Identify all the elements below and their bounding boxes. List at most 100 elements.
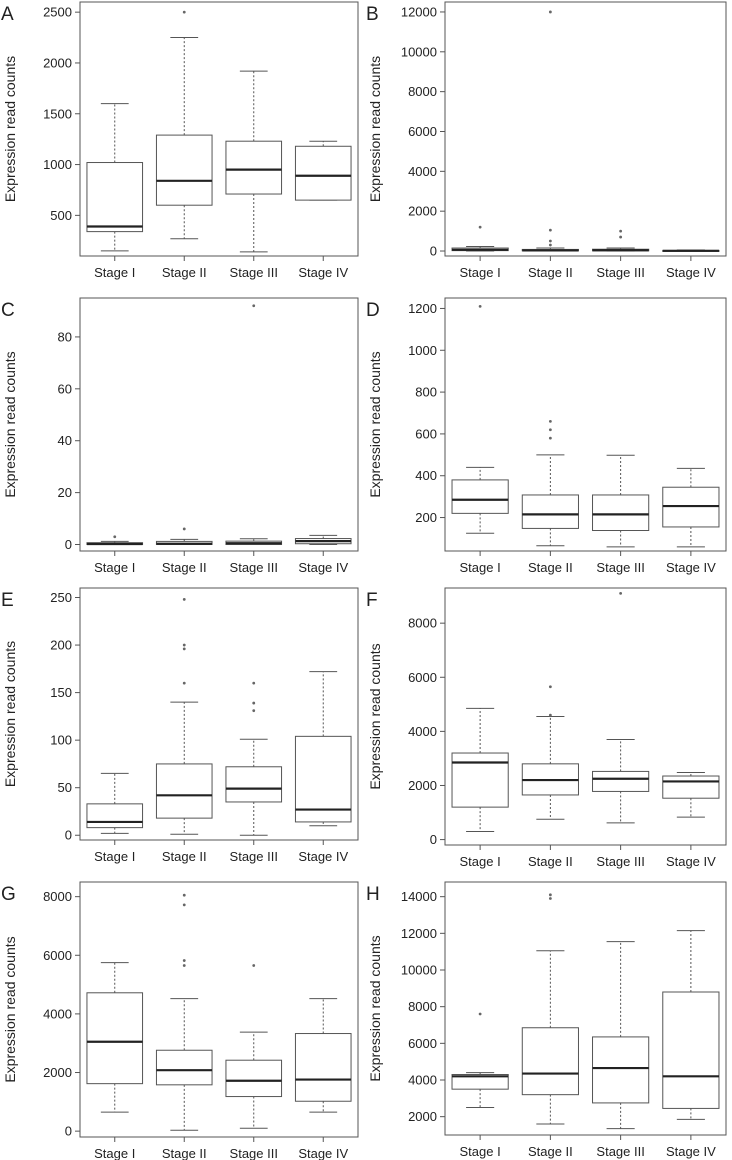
x-tick-label: Stage IV (298, 560, 348, 575)
plot-frame (444, 297, 727, 552)
y-tick-label: 0 (65, 828, 72, 843)
chart-panel-c: C Expression read counts 0 20 40 60 80 Stage I S… (1, 297, 359, 575)
iqr-box (225, 766, 283, 803)
y-tick-label: 40 (58, 433, 72, 448)
iqr-box (225, 1059, 283, 1098)
outlier-point (182, 893, 186, 897)
y-tick-label: 250 (50, 590, 72, 605)
y-tick-label: 6000 (408, 670, 437, 685)
outlier-point (619, 592, 623, 595)
x-tick-label: Stage III (596, 854, 644, 869)
outlier-point (619, 235, 623, 239)
y-axis-label: Expression read counts (2, 56, 18, 202)
x-tick-label: Stage III (596, 265, 644, 280)
plot-frame (444, 587, 727, 846)
outlier-point (548, 243, 552, 247)
outlier-point (252, 681, 256, 685)
iqr-box (592, 1036, 650, 1104)
iqr-box (662, 775, 720, 799)
box-2 (521, 419, 579, 547)
box-2 (155, 893, 213, 1131)
chart-panel-e: E Expression read counts 0 50 100 150 200 250 St… (1, 587, 359, 864)
iqr-box (294, 735, 352, 823)
y-tick-label: 60 (58, 381, 72, 396)
y-tick-label: 800 (415, 385, 437, 400)
panel-letter: B (366, 4, 379, 25)
x-tick-label: Stage IV (666, 265, 716, 280)
box-2 (521, 10, 579, 252)
y-tick-label: 14000 (401, 889, 437, 904)
outlier-point (252, 709, 256, 713)
outlier-point (548, 897, 552, 900)
outlier-point (548, 436, 552, 440)
iqr-box (451, 479, 509, 514)
y-tick-label: 2500 (43, 5, 72, 20)
y-tick-label: 6000 (408, 124, 437, 139)
y-tick-label: 12000 (401, 4, 437, 19)
x-tick-label: Stage II (528, 560, 573, 575)
outlier-point (113, 535, 117, 539)
box-2 (521, 685, 579, 820)
panel-letter: C (1, 300, 15, 321)
box-1 (451, 1012, 509, 1108)
outlier-point (182, 681, 186, 685)
box-4 (662, 249, 720, 252)
outlier-point (478, 304, 482, 308)
plot-frame (79, 881, 359, 1138)
outlier-point (548, 713, 552, 717)
x-tick-label: Stage I (460, 1144, 501, 1159)
y-axis-label: Expression read counts (2, 641, 18, 787)
y-tick-label: 12000 (401, 926, 437, 941)
box-1 (451, 304, 509, 534)
y-tick-label: 200 (415, 510, 437, 525)
iqr-box (592, 770, 650, 792)
y-tick-label: 8000 (408, 999, 437, 1014)
y-tick-label: 4000 (408, 164, 437, 179)
box-4 (662, 930, 720, 1120)
outlier-point (182, 10, 186, 14)
x-tick-label: Stage II (162, 849, 207, 864)
outlier-point (182, 598, 186, 601)
plot-frame (79, 1, 359, 257)
outlier-point (548, 228, 552, 232)
x-tick-label: Stage III (230, 265, 278, 280)
outlier-point (182, 959, 186, 962)
y-tick-label: 8000 (408, 616, 437, 631)
chart-panel-h: H Expression read counts 2000 4000 6000 8000 1… (366, 881, 727, 1159)
y-tick-label: 10000 (401, 963, 437, 978)
y-tick-label: 1200 (408, 301, 437, 316)
x-tick-label: Stage III (230, 560, 278, 575)
y-tick-label: 10000 (401, 44, 437, 59)
panel-letter: A (1, 4, 14, 25)
outlier-point (548, 428, 552, 432)
box-1 (451, 225, 509, 252)
iqr-box (155, 1049, 213, 1086)
x-tick-label: Stage II (528, 854, 573, 869)
outlier-point (182, 643, 186, 647)
y-axis-label: Expression read counts (367, 56, 383, 202)
box-4 (294, 998, 352, 1113)
y-tick-label: 4000 (408, 724, 437, 739)
y-tick-label: 0 (65, 537, 72, 552)
panel-letter: F (366, 590, 378, 611)
y-tick-label: 100 (50, 733, 72, 748)
x-tick-label: Stage II (528, 1144, 573, 1159)
outlier-point (182, 647, 186, 651)
box-2 (155, 527, 213, 546)
y-tick-label: 2000 (408, 778, 437, 793)
panel-letter: E (1, 590, 14, 611)
x-tick-label: Stage I (94, 265, 135, 280)
plot-frame (79, 297, 359, 552)
x-tick-label: Stage I (460, 560, 501, 575)
x-tick-label: Stage IV (298, 849, 348, 864)
iqr-box (592, 494, 650, 532)
x-tick-label: Stage IV (666, 1144, 716, 1159)
y-tick-label: 50 (58, 780, 72, 795)
y-tick-label: 1000 (43, 157, 72, 172)
y-axis-label: Expression read counts (2, 936, 18, 1082)
y-tick-label: 1500 (43, 106, 72, 121)
y-tick-label: 6000 (43, 948, 72, 963)
y-tick-label: 8000 (43, 889, 72, 904)
y-tick-label: 4000 (43, 1006, 72, 1021)
x-tick-label: Stage III (596, 560, 644, 575)
